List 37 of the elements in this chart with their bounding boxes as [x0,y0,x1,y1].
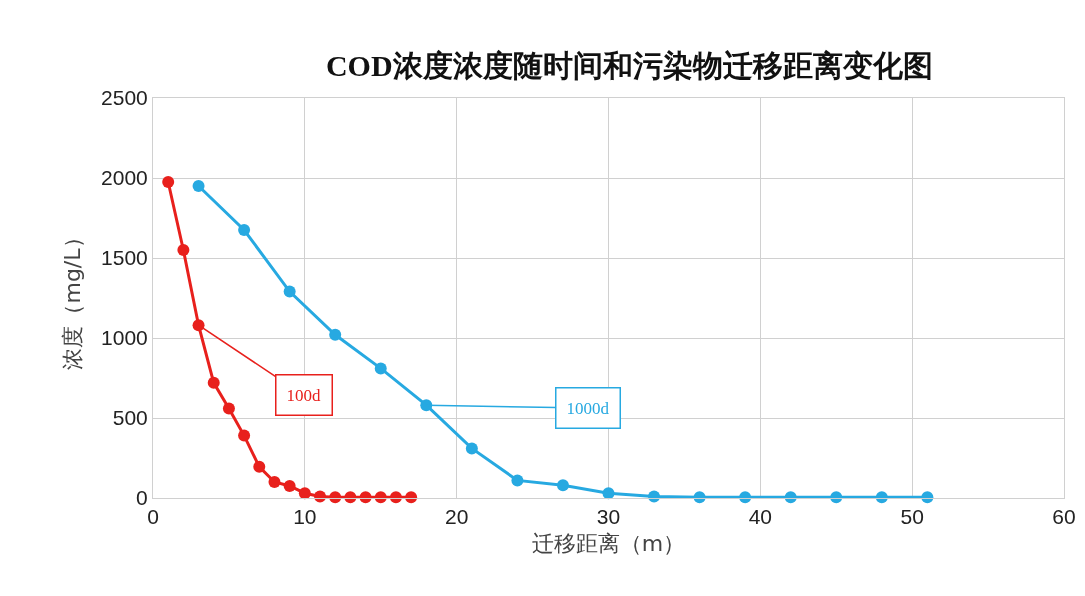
x-tick-label: 40 [748,505,773,529]
point [207,376,220,389]
point [298,487,311,500]
x-axis-title: 迁移距离（m） [531,531,686,557]
point [329,328,342,341]
y-tick-label: 500 [112,406,148,430]
point [238,429,251,442]
x-tick-label: 30 [596,505,621,529]
point [162,176,175,188]
point [374,362,387,375]
y-tick-label: 2000 [101,166,148,190]
point [253,460,266,473]
chart-title: COD浓度浓度随时间和污染物迁移距离变化图 [325,49,933,83]
y-tick-label: 2500 [101,86,148,110]
x-tick-label: 10 [293,505,317,529]
point [283,285,296,298]
y-tick-label: 0 [136,486,148,510]
x-tick-label: 60 [1052,505,1076,529]
point [465,442,478,455]
y-tick-label: 1000 [101,326,148,350]
x-tick-label: 20 [444,505,469,529]
point [602,487,615,500]
annotation: 100d [286,385,321,405]
point [389,491,402,504]
point [405,491,418,504]
point [238,224,251,236]
point [177,244,190,256]
annotation: 1000d [566,398,610,418]
y-axis-title: 浓度（mg/L） [59,226,85,370]
point [556,479,569,492]
point [511,474,524,487]
point [222,402,235,415]
point [268,476,281,488]
point [283,480,296,492]
x-tick-label: 50 [900,505,924,529]
y-tick-label: 1500 [101,246,148,270]
point [192,180,205,192]
